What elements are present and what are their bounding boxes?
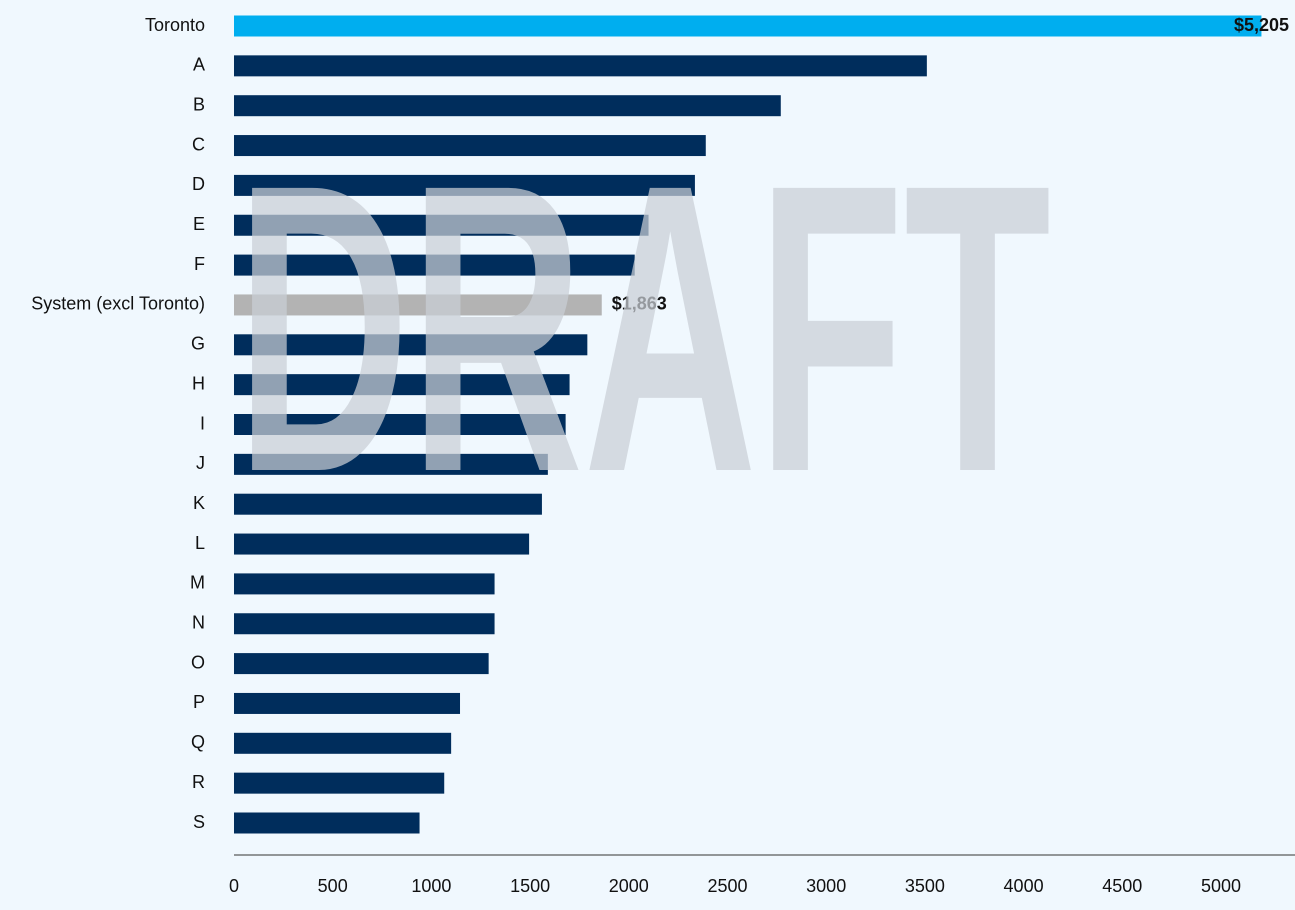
bar [234,732,452,754]
category-label: System (excl Toronto) [31,294,205,314]
category-label: C [192,134,205,154]
bar [234,453,548,475]
bar [234,692,461,714]
bar [234,95,781,117]
bar [234,374,570,396]
bar [234,55,927,77]
category-label: J [196,453,205,473]
category-label: B [193,94,205,114]
bar [234,294,602,316]
category-label: K [193,493,205,513]
x-tick-label: 4500 [1102,876,1142,896]
category-label: O [191,652,205,672]
data-label: $1,863 [612,294,667,314]
category-label: F [194,254,205,274]
x-tick-label: 1000 [411,876,451,896]
bar [234,214,649,236]
watermark: DRAFT [236,99,1051,557]
category-label: Toronto [145,15,205,35]
bar [234,772,445,794]
x-tick-label: 0 [229,876,239,896]
category-label: H [192,373,205,393]
category-label: A [193,55,205,75]
data-label: $5,205 [1234,15,1289,35]
category-label: D [192,174,205,194]
bar [234,174,695,196]
x-tick-label: 3000 [806,876,846,896]
x-tick-label: 3500 [905,876,945,896]
category-label: E [193,214,205,234]
bar [234,653,489,675]
category-label: S [193,812,205,832]
bar [234,533,530,555]
category-label: P [193,692,205,712]
bar [234,414,566,435]
bar [234,254,635,276]
bar [234,812,420,834]
bar [234,15,1262,37]
x-tick-label: 1500 [510,876,550,896]
category-label: M [190,573,205,593]
category-label: Q [191,732,205,752]
category-label: I [200,413,205,433]
bar [234,573,495,595]
x-tick-label: 500 [318,876,348,896]
category-label: L [195,533,205,553]
bar [234,613,495,635]
x-tick-label: 5000 [1201,876,1241,896]
x-tick-label: 2000 [609,876,649,896]
bar [234,493,542,515]
category-label: G [191,334,205,354]
x-tick-label: 4000 [1004,876,1044,896]
category-label: N [192,613,205,633]
x-tick-label: 2500 [707,876,747,896]
category-label: R [192,772,205,792]
bar [234,334,588,356]
bar [234,135,706,157]
